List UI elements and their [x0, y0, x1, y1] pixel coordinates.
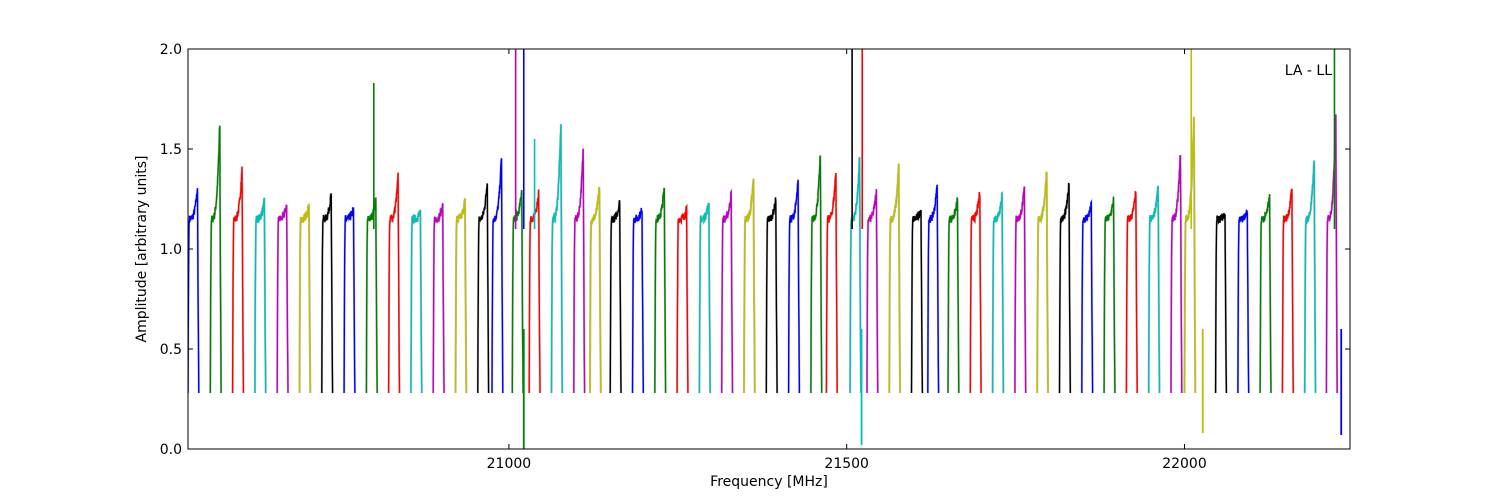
- spectral-window-line: [1170, 155, 1183, 394]
- x-tick-label: 21000: [487, 456, 532, 472]
- ticks-layer: 21000 21500 22000 0.0 0.5 1.0 1.5 2.0: [160, 42, 1350, 472]
- series-layer: [188, 49, 1343, 449]
- spectral-window-line: [1281, 188, 1294, 394]
- baseline-annotation: LA - LL: [1285, 63, 1332, 79]
- spectral-window-line: [589, 186, 602, 394]
- spectral-window-line: [343, 206, 356, 394]
- spectral-window-line: [1183, 116, 1196, 394]
- spectral-window-line: [1103, 196, 1116, 394]
- spectral-window-line: [254, 197, 267, 394]
- spectral-window-line: [298, 203, 311, 394]
- spectral-window-line: [743, 178, 756, 394]
- spectral-window-line: [969, 191, 982, 394]
- y-tick-label: 0.5: [160, 342, 182, 358]
- x-tick-label: 21500: [824, 456, 869, 472]
- spectral-window-line: [1036, 171, 1049, 394]
- spectral-window-line: [631, 207, 644, 394]
- spectral-window-line: [231, 166, 245, 394]
- spectral-window-line: [550, 124, 563, 394]
- spectral-window-line: [1014, 186, 1027, 394]
- spectral-window-line: [888, 163, 901, 394]
- spectral-window-line: [1058, 182, 1071, 394]
- spectral-window-line: [654, 187, 667, 394]
- y-tick-label: 0.0: [160, 442, 182, 458]
- spectral-window-line: [810, 155, 823, 394]
- spectral-window-line: [410, 209, 423, 394]
- spectral-window-line: [721, 189, 734, 394]
- spectral-window-line: [209, 125, 222, 394]
- spectral-window-line: [1259, 194, 1272, 394]
- spectral-window-line: [321, 193, 334, 394]
- spectral-window-line: [1148, 185, 1161, 394]
- spectral-window-line: [787, 179, 801, 394]
- spectral-window-line: [1081, 199, 1094, 394]
- spectral-window-line: [188, 188, 200, 394]
- spectral-window-line: [477, 183, 490, 394]
- spectral-window-line: [365, 197, 378, 394]
- spectral-window-line: [387, 172, 401, 394]
- spectral-window-line: [698, 202, 711, 394]
- spectral-window-line: [676, 204, 689, 394]
- x-tick-label: 22000: [1162, 456, 1207, 472]
- spectral-window-line: [1125, 190, 1138, 394]
- spectral-window-line: [454, 198, 467, 394]
- spectral-window-line: [491, 158, 504, 394]
- spectral-window-line: [609, 200, 622, 394]
- y-tick-label: 1.5: [160, 142, 182, 158]
- spectral-window-line: [866, 189, 879, 394]
- x-axis-label: Frequency [MHz]: [710, 474, 828, 490]
- y-tick-label: 1.0: [160, 242, 182, 258]
- spectral-window-line: [432, 203, 445, 394]
- spectral-window-line: [947, 197, 960, 394]
- spectral-window-line: [825, 172, 838, 394]
- spectral-window-line: [573, 148, 586, 394]
- y-axis-label: Amplitude [arbitrary units]: [134, 156, 150, 343]
- spectral-window-line: [1304, 160, 1317, 394]
- spectral-window-line: [511, 190, 524, 394]
- spectral-window-line: [276, 204, 289, 394]
- spectral-window-line: [1214, 212, 1228, 394]
- spectral-window-line: [765, 197, 778, 394]
- spectral-window-line: [927, 184, 940, 394]
- spectral-window-line: [910, 209, 924, 394]
- y-tick-label: 2.0: [160, 42, 182, 58]
- spectral-window-line: [1325, 114, 1338, 394]
- spectral-window-line: [1237, 209, 1250, 394]
- spectral-window-line: [991, 191, 1005, 394]
